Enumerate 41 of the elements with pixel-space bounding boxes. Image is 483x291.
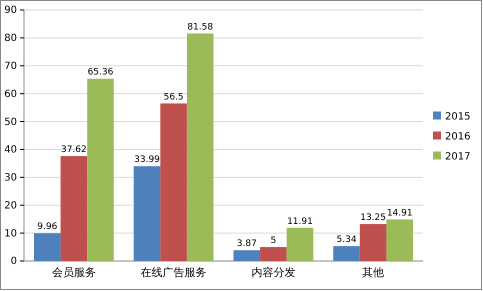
bar: [360, 224, 386, 261]
data-label: 13.25: [360, 213, 386, 224]
legend-label: 2015: [445, 112, 470, 122]
data-label: 5.34: [336, 235, 357, 246]
data-label: 65.36: [88, 68, 114, 78]
data-label: 37.62: [60, 145, 87, 156]
y-tick-label: 60: [4, 88, 17, 100]
bar: [34, 233, 61, 261]
bar: [386, 219, 414, 261]
y-tick-label: 40: [4, 144, 17, 156]
y-tick-label: 50: [4, 116, 17, 128]
y-tick-label: 10: [4, 228, 17, 240]
data-label: 33.99: [134, 155, 160, 166]
x-tick-label: 会员服务: [52, 266, 96, 280]
bar: [286, 228, 314, 261]
x-tick-label: 在线广告服务: [140, 266, 207, 280]
bar: [160, 103, 187, 261]
y-tick-label: 30: [4, 172, 17, 184]
bar: [60, 156, 88, 261]
x-tick-label: 其他: [362, 266, 384, 280]
bar: [186, 33, 214, 261]
y-tick-label: 90: [4, 5, 17, 16]
data-label: 5: [270, 236, 276, 246]
bar: [260, 247, 287, 261]
y-tick-label: 20: [4, 200, 17, 212]
data-label: 11.91: [287, 216, 313, 227]
bar: [134, 166, 160, 261]
y-tick-label: 70: [4, 60, 17, 72]
data-label: 3.87: [236, 239, 257, 250]
bar: [87, 78, 114, 261]
bar: [233, 250, 260, 261]
y-tick-label: 80: [4, 33, 17, 44]
x-tick-label: 内容分发: [251, 266, 296, 280]
legend-label: 2016: [445, 132, 470, 142]
data-label: 81.58: [187, 22, 214, 32]
data-label: 56.5: [164, 92, 184, 102]
legend-label: 2017: [445, 152, 470, 162]
data-label: 14.91: [386, 208, 413, 218]
data-label: 9.96: [37, 222, 58, 232]
bar: [333, 246, 360, 261]
y-tick-label: 0: [10, 256, 17, 268]
